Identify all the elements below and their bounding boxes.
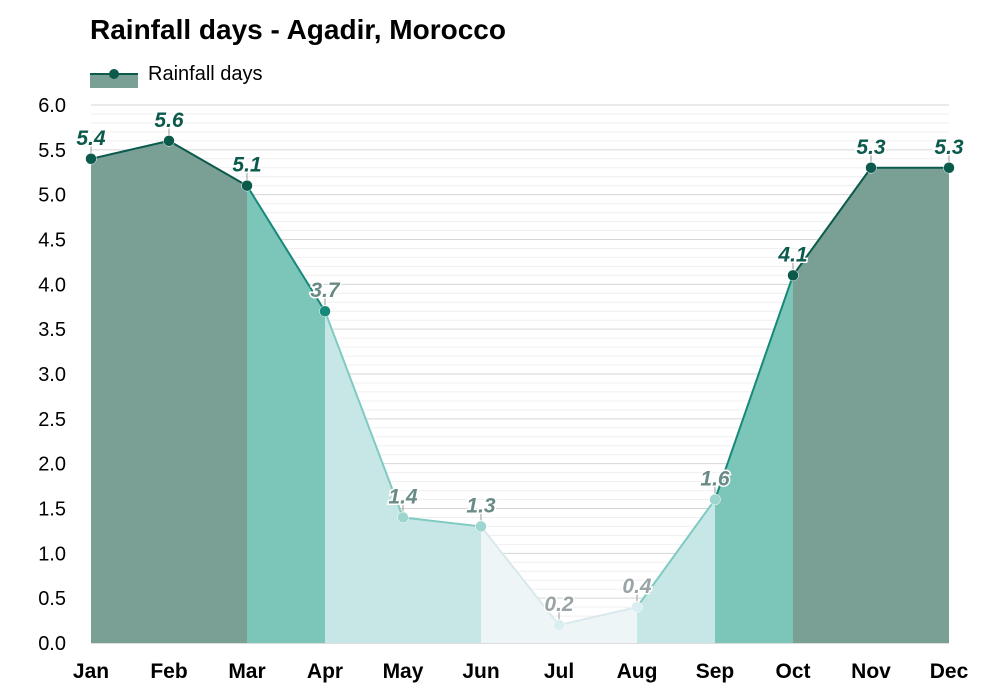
data-point — [943, 162, 955, 174]
y-tick-label: 0.5 — [38, 588, 66, 610]
y-tick-label: 5.5 — [38, 140, 66, 162]
data-point — [319, 305, 331, 317]
data-label: 0.4 — [622, 575, 652, 598]
y-tick-label: 3.0 — [38, 364, 66, 386]
data-label: 1.3 — [466, 494, 496, 517]
data-label: 0.2 — [544, 593, 574, 616]
series-line-segment — [402, 516, 482, 528]
data-point — [397, 511, 409, 524]
data-point — [787, 269, 799, 282]
series-line-segment — [90, 139, 170, 160]
area-segment — [637, 499, 715, 643]
area-segment — [559, 607, 637, 643]
area-segment — [91, 140, 169, 643]
data-point — [475, 520, 487, 533]
series-line-segment — [324, 310, 404, 518]
area-segment — [403, 517, 481, 643]
series-line-segments — [90, 139, 949, 627]
series-line-segment — [480, 525, 560, 626]
x-tick-label: Mar — [228, 660, 265, 683]
series-line-segment — [714, 275, 794, 500]
y-tick-label: 3.5 — [38, 319, 66, 341]
y-tick-label: 2.0 — [38, 454, 66, 476]
y-tick-label: 4.5 — [38, 230, 66, 252]
data-point — [163, 135, 175, 147]
y-tick-label: 1.5 — [38, 499, 66, 521]
y-tick-label: 5.0 — [38, 185, 66, 207]
legend-label: Rainfall days — [148, 62, 263, 85]
series-line-segment — [246, 185, 326, 312]
area-segment — [715, 275, 793, 643]
x-tick-label: Jun — [462, 660, 499, 683]
data-point — [241, 179, 253, 192]
data-point — [631, 601, 643, 613]
chart-title: Rainfall days - Agadir, Morocco — [90, 14, 506, 45]
x-tick-label: May — [383, 660, 424, 683]
data-label: 1.6 — [700, 468, 730, 491]
data-point — [85, 153, 97, 165]
data-label: 5.3 — [856, 136, 886, 159]
data-labels: 5.4 5.6 5.1 3.7 1.4 1.3 0.2 0.4 1.6 4.1 5.3 5.3 — [75, 107, 965, 620]
data-label: 5.4 — [76, 127, 106, 150]
data-label: 3.7 — [310, 279, 341, 302]
x-tick-label: Apr — [307, 660, 343, 683]
x-tick-label: Jan — [73, 660, 109, 683]
area-segment — [325, 311, 403, 643]
data-label: 5.3 — [934, 136, 964, 159]
x-tick-label: Oct — [775, 660, 810, 683]
data-points — [85, 135, 955, 631]
series-line-segment — [558, 606, 638, 627]
data-point — [709, 493, 721, 506]
data-label: 5.6 — [154, 109, 184, 132]
y-axis-ticks: 0.0 0.5 1.0 1.5 2.0 2.5 3.0 3.5 4.0 4.5 5.0 5.5 6.0 — [38, 95, 66, 655]
y-tick-label: 6.0 — [38, 95, 66, 117]
x-tick-label: Jul — [544, 660, 574, 683]
x-tick-label: Aug — [617, 660, 658, 683]
data-point — [865, 162, 877, 174]
x-tick-label: Nov — [851, 660, 891, 683]
area-segment — [481, 526, 559, 643]
area-segments — [91, 140, 949, 643]
x-tick-label: Sep — [696, 660, 735, 683]
series-line-segment — [792, 167, 872, 276]
legend-swatch-icon — [90, 60, 138, 88]
area-segment — [169, 140, 247, 643]
y-tick-label: 4.0 — [38, 274, 66, 296]
y-tick-label: 0.0 — [38, 633, 66, 655]
area-segment — [247, 185, 325, 643]
data-point — [553, 619, 565, 631]
area-segment — [793, 167, 871, 643]
series-line-segment — [636, 498, 716, 608]
y-tick-label: 1.0 — [38, 543, 66, 565]
series-line-segment — [168, 139, 248, 187]
y-tick-label: 2.5 — [38, 409, 66, 431]
x-tick-label: Dec — [930, 660, 969, 683]
area-segment — [871, 167, 949, 643]
data-label: 5.1 — [232, 154, 261, 177]
legend[interactable]: Rainfall days — [90, 60, 263, 88]
x-axis-ticks: Jan Feb Mar Apr May Jun Jul Aug Sep Oct Nov Dec — [73, 660, 969, 683]
data-label: 1.4 — [388, 485, 418, 508]
data-label: 4.1 — [777, 243, 807, 266]
x-tick-label: Feb — [150, 660, 187, 683]
